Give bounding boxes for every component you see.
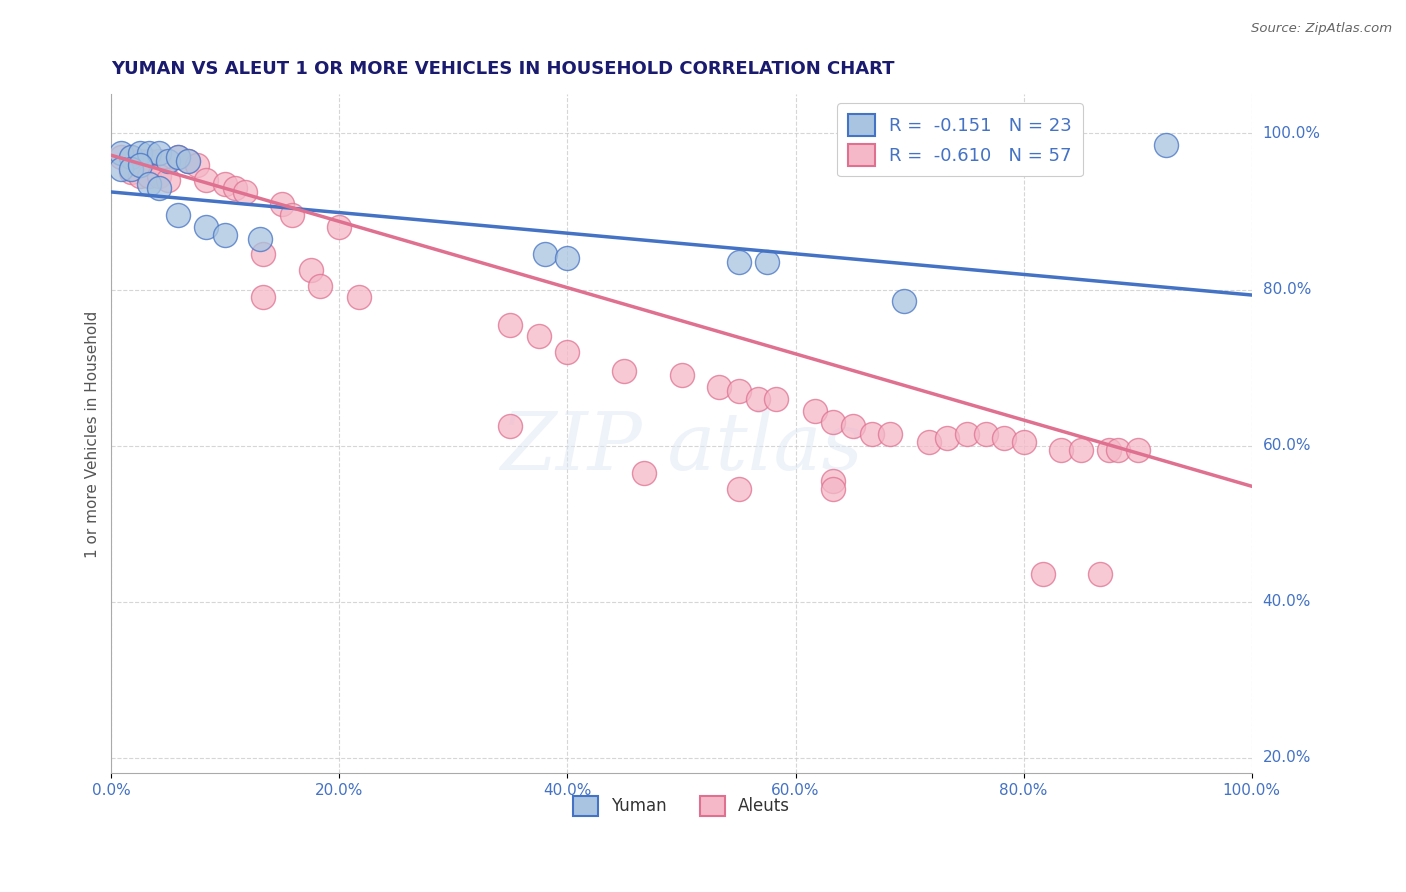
Point xyxy=(613,364,636,378)
Point xyxy=(823,482,845,496)
Point xyxy=(860,426,883,441)
Point xyxy=(823,474,845,488)
Point xyxy=(993,431,1015,445)
Point xyxy=(841,419,863,434)
Point xyxy=(974,426,997,441)
Point xyxy=(1050,442,1073,457)
Point xyxy=(138,169,160,184)
Point xyxy=(252,290,274,304)
Point xyxy=(299,263,322,277)
Point xyxy=(1212,863,1234,878)
Point xyxy=(271,196,294,211)
Y-axis label: 1 or more Vehicles in Household: 1 or more Vehicles in Household xyxy=(86,310,100,558)
Point xyxy=(177,153,200,168)
Point xyxy=(138,177,160,191)
Point xyxy=(110,150,132,164)
Point xyxy=(707,380,730,394)
Point xyxy=(671,368,693,383)
Point xyxy=(129,145,152,160)
Point xyxy=(727,482,749,496)
Point xyxy=(138,153,160,168)
Point xyxy=(918,434,941,449)
Point xyxy=(1098,442,1121,457)
Point xyxy=(214,177,236,191)
Point xyxy=(309,278,332,293)
Point xyxy=(527,329,550,343)
Point xyxy=(157,173,180,187)
Text: Source: ZipAtlas.com: Source: ZipAtlas.com xyxy=(1251,22,1392,36)
Point xyxy=(328,220,350,235)
Point xyxy=(747,392,769,406)
Point xyxy=(727,255,749,269)
Point xyxy=(195,220,218,235)
Text: YUMAN VS ALEUT 1 OR MORE VEHICLES IN HOUSEHOLD CORRELATION CHART: YUMAN VS ALEUT 1 OR MORE VEHICLES IN HOU… xyxy=(111,60,894,78)
Point xyxy=(177,153,200,168)
Point xyxy=(233,185,256,199)
Point xyxy=(347,290,370,304)
Legend: Yuman, Aleuts: Yuman, Aleuts xyxy=(567,789,797,822)
Point xyxy=(129,158,152,172)
Point xyxy=(120,165,142,179)
Point xyxy=(1107,442,1129,457)
Point xyxy=(1154,138,1177,153)
Text: 100.0%: 100.0% xyxy=(1263,126,1320,141)
Point xyxy=(110,161,132,176)
Point xyxy=(148,169,170,184)
Point xyxy=(110,145,132,160)
Point xyxy=(195,173,218,187)
Point xyxy=(1012,434,1035,449)
Point xyxy=(533,247,555,261)
Point xyxy=(120,150,142,164)
Point xyxy=(148,153,170,168)
Point xyxy=(499,318,522,332)
Text: 40.0%: 40.0% xyxy=(1263,594,1310,609)
Point xyxy=(249,232,271,246)
Point xyxy=(756,255,779,269)
Point xyxy=(157,153,180,168)
Point xyxy=(148,145,170,160)
Point xyxy=(499,419,522,434)
Point xyxy=(186,158,208,172)
Point xyxy=(936,431,959,445)
Point xyxy=(1032,567,1054,582)
Point xyxy=(280,208,302,222)
Point xyxy=(823,415,845,429)
Point xyxy=(727,384,749,398)
Point xyxy=(1070,442,1092,457)
Point xyxy=(129,169,152,184)
Point xyxy=(765,392,787,406)
Point xyxy=(148,181,170,195)
Text: ZIP atlas: ZIP atlas xyxy=(501,409,863,486)
Point xyxy=(252,247,274,261)
Point xyxy=(214,227,236,242)
Point xyxy=(138,145,160,160)
Point xyxy=(557,252,579,266)
Text: 60.0%: 60.0% xyxy=(1263,438,1312,453)
Point xyxy=(166,150,188,164)
Point xyxy=(1088,567,1111,582)
Point xyxy=(893,294,915,309)
Point xyxy=(166,150,188,164)
Point xyxy=(804,403,827,417)
Point xyxy=(879,426,901,441)
Text: 20.0%: 20.0% xyxy=(1263,750,1310,765)
Point xyxy=(557,345,579,359)
Point xyxy=(166,208,188,222)
Point xyxy=(1126,442,1149,457)
Point xyxy=(955,426,977,441)
Point xyxy=(120,150,142,164)
Text: 80.0%: 80.0% xyxy=(1263,282,1310,297)
Point xyxy=(224,181,246,195)
Point xyxy=(120,161,142,176)
Point xyxy=(129,153,152,168)
Point xyxy=(633,466,655,480)
